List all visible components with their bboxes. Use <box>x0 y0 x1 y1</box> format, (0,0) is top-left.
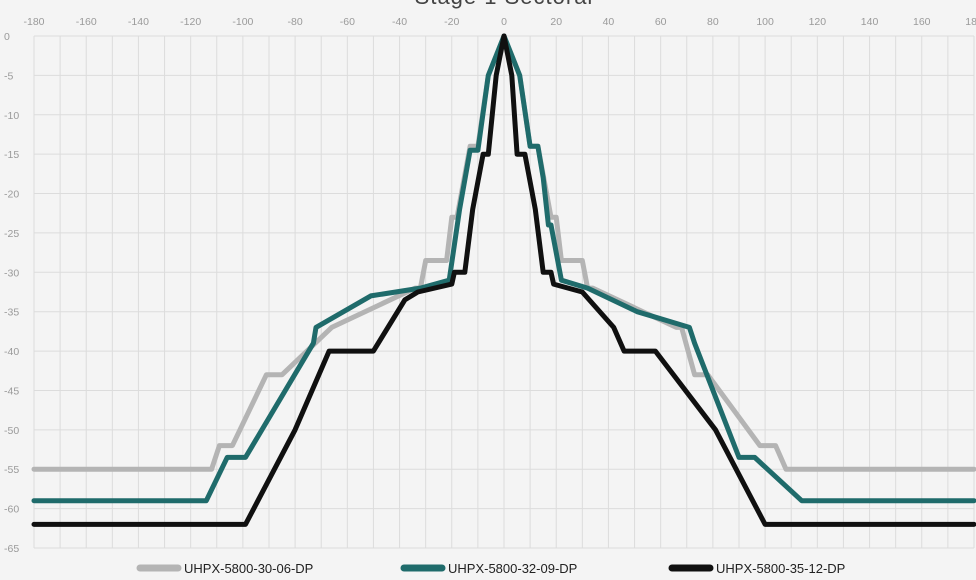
y-tick-label: -60 <box>4 504 19 516</box>
y-tick-label: -20 <box>4 189 19 201</box>
y-tick-label: -50 <box>4 425 19 437</box>
y-tick-label: -40 <box>4 346 19 358</box>
x-tick-label: 20 <box>550 16 562 28</box>
legend-label: UHPX-5800-32-09-DP <box>448 561 577 575</box>
series-line-3 <box>31 33 976 527</box>
y-tick-label: -55 <box>4 464 19 476</box>
legend-label: UHPX-5800-30-06-DP <box>184 561 313 575</box>
legend-item-1[interactable]: UHPX-5800-30-06-DP <box>136 561 313 576</box>
y-tick-label: -25 <box>4 228 19 240</box>
x-tick-label: -100 <box>232 16 253 28</box>
x-tick-label: 140 <box>861 16 879 28</box>
y-tick-label: -15 <box>4 149 19 161</box>
y-tick-label: -5 <box>4 70 13 82</box>
x-tick-label: -20 <box>444 16 459 28</box>
series-line-2 <box>31 33 976 504</box>
legend-item-3[interactable]: UHPX-5800-35-12-DP <box>668 561 845 576</box>
x-tick-label: -140 <box>128 16 149 28</box>
legend[interactable]: UHPX-5800-30-06-DP UHPX-5800-32-09-DP UHPX… <box>136 561 845 576</box>
x-tick-label: -120 <box>180 16 201 28</box>
y-tick-label: -45 <box>4 385 19 397</box>
x-tick-label: 180 <box>965 16 976 28</box>
chart-title: Stage 1 Sectoral <box>415 0 594 9</box>
legend-item-2[interactable]: UHPX-5800-32-09-DP <box>400 561 577 576</box>
y-tick-label: -10 <box>4 110 19 122</box>
x-tick-label: 0 <box>501 16 507 28</box>
x-tick-label: 100 <box>756 16 774 28</box>
x-tick-label: -80 <box>288 16 303 28</box>
legend-label: UHPX-5800-35-12-DP <box>716 561 845 575</box>
x-tick-label: 80 <box>707 16 719 28</box>
y-tick-label: -35 <box>4 307 19 319</box>
series-group <box>31 33 976 527</box>
y-tick-label: 0 <box>4 31 10 43</box>
y-axis: 0 -5 -10 -15 -20 -25 -30 -35 -40 -45 -50 -55 -60 -65 <box>4 31 19 555</box>
x-tick-label: -40 <box>392 16 407 28</box>
x-tick-label: 60 <box>655 16 667 28</box>
x-tick-label: -180 <box>23 16 44 28</box>
x-axis: -180 -160 -140 -120 -100 -80 -60 -40 -20 0 20 40 60 8… <box>23 16 976 28</box>
x-tick-label: 40 <box>603 16 615 28</box>
y-tick-label: -30 <box>4 267 19 279</box>
x-tick-label: 120 <box>809 16 827 28</box>
x-tick-label: 160 <box>913 16 931 28</box>
y-tick-label: -65 <box>4 543 19 555</box>
x-tick-label: -60 <box>340 16 355 28</box>
x-tick-label: -160 <box>76 16 97 28</box>
